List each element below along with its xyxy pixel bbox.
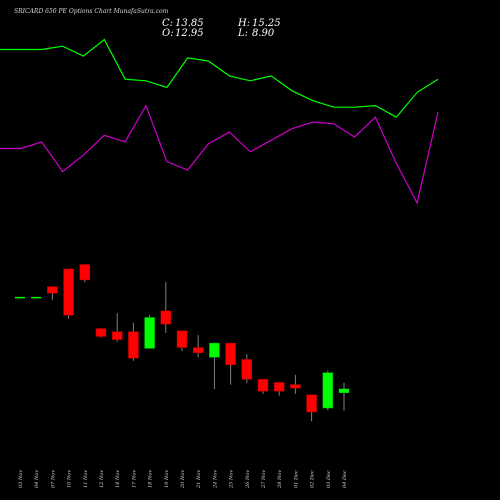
x-tick-label: 27 Nov [261,470,267,489]
magenta-indicator-line [0,104,439,205]
candle-body-8 [144,317,155,349]
green-indicator-line [0,38,439,118]
close-value: 13.85 [175,18,204,29]
x-tick-label: 03 Nov [18,470,24,488]
candle-body-19 [322,372,334,409]
candle-body-10 [176,330,188,348]
x-tick-label: 12 Nov [99,470,105,488]
candles [15,264,350,422]
x-tick-label: 03 Dec [326,470,332,488]
candle-body-14 [241,359,253,380]
candle-body-7 [128,331,139,359]
candle-body-6 [111,331,123,340]
high-label: H: [238,18,251,29]
x-tick-label: 11 Nov [83,470,89,488]
x-tick-label: 25 Nov [229,470,235,489]
x-tick-label: 17 Nov [131,470,137,488]
candle-body-17 [290,384,301,389]
x-tick-label: 18 Nov [148,470,154,488]
x-tick-label: 01 Dec [293,470,299,488]
x-tick-label: 04 Dec [342,470,348,488]
candle-body-20 [338,388,350,394]
chart-title: SRICARD 650 PE Options Chart MunafaSutra… [14,8,169,15]
x-tick-label: 21 Nov [196,470,202,489]
candle-body-15 [257,379,269,392]
candle-body-2 [47,286,58,294]
candle-body-16 [273,382,285,392]
x-tick-label: 24 Nov [212,470,218,489]
candle-body-4 [79,264,91,281]
indicator-lines [0,38,439,205]
x-tick-label: 28 Nov [277,470,283,489]
open-label: O: [162,28,174,39]
low-label: L: [238,28,249,39]
x-tick-label: 02 Dec [310,470,316,488]
x-tick-label: 19 Nov [164,470,170,488]
candle-body-9 [160,310,172,325]
x-tick-label: 04 Nov [34,470,40,488]
candle-body-5 [95,328,107,337]
candle-body-18 [306,394,317,413]
x-tick-label: 07 Nov [50,470,56,488]
x-axis-labels: 03 Nov 04 Nov 07 Nov 10 Nov 11 Nov 12 Nov 14 N… [18,470,348,489]
low-value: 8.90 [252,28,275,39]
candle-body-11 [192,347,204,354]
candle-body-12 [209,342,220,358]
open-value: 12.95 [175,28,204,39]
x-tick-label: 20 Nov [180,470,186,489]
high-value: 15.25 [252,18,281,29]
x-tick-label: 26 Nov [245,470,251,489]
x-tick-label: 14 Nov [115,470,121,488]
close-label: C: [162,18,174,29]
x-tick-label: 10 Nov [67,470,73,488]
candle-body-13 [225,342,236,366]
candle-body-3 [63,268,74,316]
